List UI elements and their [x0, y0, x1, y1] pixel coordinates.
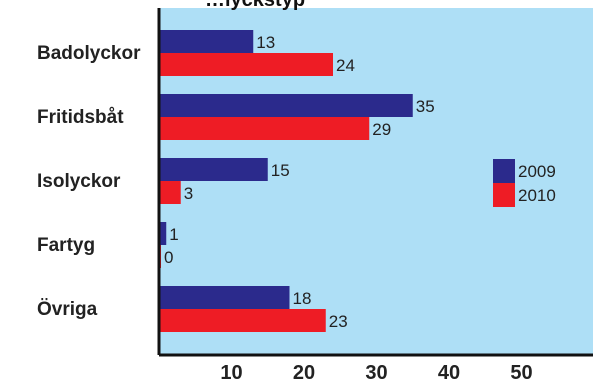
legend-swatch-2009 — [493, 159, 515, 183]
category-label-fartyg: Fartyg — [37, 235, 95, 256]
bar--vriga-2009 — [159, 286, 290, 309]
bar-fritidsb-t-2010 — [159, 117, 370, 140]
bar-fartyg-2009 — [159, 222, 167, 245]
x-tick-label-20: 20 — [293, 362, 315, 383]
bar-isolyckor-2009 — [159, 158, 268, 181]
bar-badolyckor-2010 — [159, 53, 333, 76]
legend-swatch-2010 — [493, 183, 515, 207]
data-label-isolyckor-2010: 3 — [184, 184, 193, 203]
data-label-fritidsb-t-2010: 29 — [372, 120, 391, 139]
x-tick-label-50: 50 — [510, 362, 532, 383]
data-label-fartyg-2010: 0 — [164, 248, 173, 267]
x-tick-label-30: 30 — [365, 362, 387, 383]
category-label-isolyckor: Isolyckor — [37, 171, 121, 192]
data-label-fartyg-2009: 1 — [169, 225, 178, 244]
data-label-isolyckor-2009: 15 — [271, 161, 290, 180]
x-tick-label-40: 40 — [438, 362, 460, 383]
data-label-fritidsb-t-2009: 35 — [416, 97, 435, 116]
legend-label-2010: 2010 — [518, 186, 556, 205]
chart-title: …lyckstyp — [205, 0, 305, 11]
legend: 2009 2010 — [493, 159, 556, 207]
legend-label-2009: 2009 — [518, 162, 556, 181]
data-label-badolyckor-2009: 13 — [256, 33, 275, 52]
data-label--vriga-2009: 18 — [293, 289, 312, 308]
bar-fritidsb-t-2009 — [159, 94, 413, 117]
data-label--vriga-2010: 23 — [329, 312, 348, 331]
category-label-fritidsb-t: Fritidsbåt — [37, 107, 124, 128]
bar-badolyckor-2009 — [159, 30, 254, 53]
data-label-badolyckor-2010: 24 — [336, 56, 355, 75]
bar--vriga-2010 — [159, 309, 326, 332]
category-label-badolyckor: Badolyckor — [37, 43, 141, 64]
x-tick-label-10: 10 — [220, 362, 242, 383]
category-label--vriga: Övriga — [37, 299, 98, 320]
bar-isolyckor-2010 — [159, 181, 181, 204]
